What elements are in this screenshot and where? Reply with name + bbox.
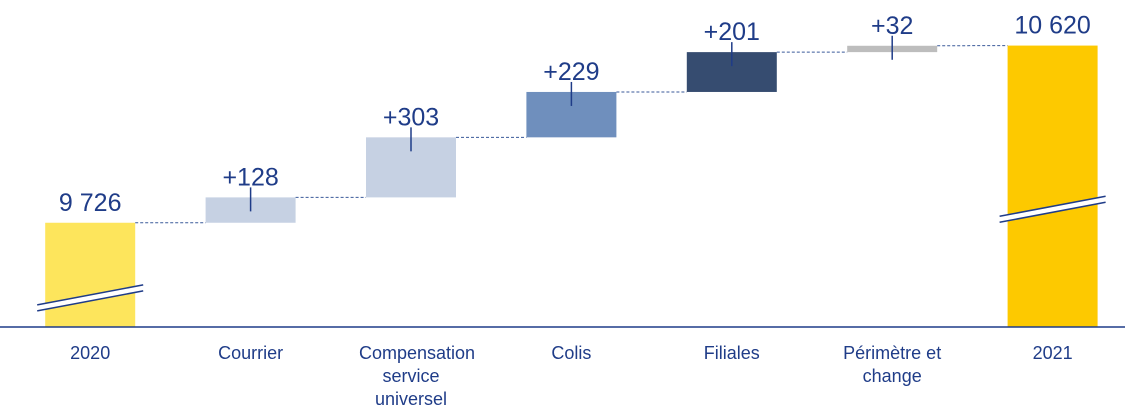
- x-tick-label: Filiales: [703, 343, 760, 363]
- value-label: +32: [871, 12, 913, 40]
- value-label: +128: [222, 163, 278, 191]
- value-label: +229: [543, 58, 599, 86]
- axis-break-line: [999, 201, 1106, 224]
- axis-break-line: [37, 290, 144, 312]
- x-tick-label: Compensation service universel: [359, 343, 476, 409]
- bar: [1007, 45, 1098, 327]
- bar: [45, 222, 136, 327]
- x-tick-label: 2020: [70, 343, 111, 363]
- value-label: +303: [383, 103, 439, 131]
- axis-break: [37, 284, 144, 311]
- axis-break-line: [999, 195, 1106, 218]
- axis-break: [999, 196, 1106, 223]
- x-tick-label: 2021: [1032, 343, 1073, 363]
- axis-break-line: [37, 284, 144, 306]
- x-tick-label: Périmètre et change: [843, 343, 942, 386]
- value-label: 10 620: [1014, 12, 1090, 40]
- x-tick-label: Courrier: [218, 343, 284, 363]
- value-label: +201: [704, 18, 760, 46]
- value-label: 9 726: [59, 189, 122, 217]
- x-tick-label: Colis: [551, 343, 592, 363]
